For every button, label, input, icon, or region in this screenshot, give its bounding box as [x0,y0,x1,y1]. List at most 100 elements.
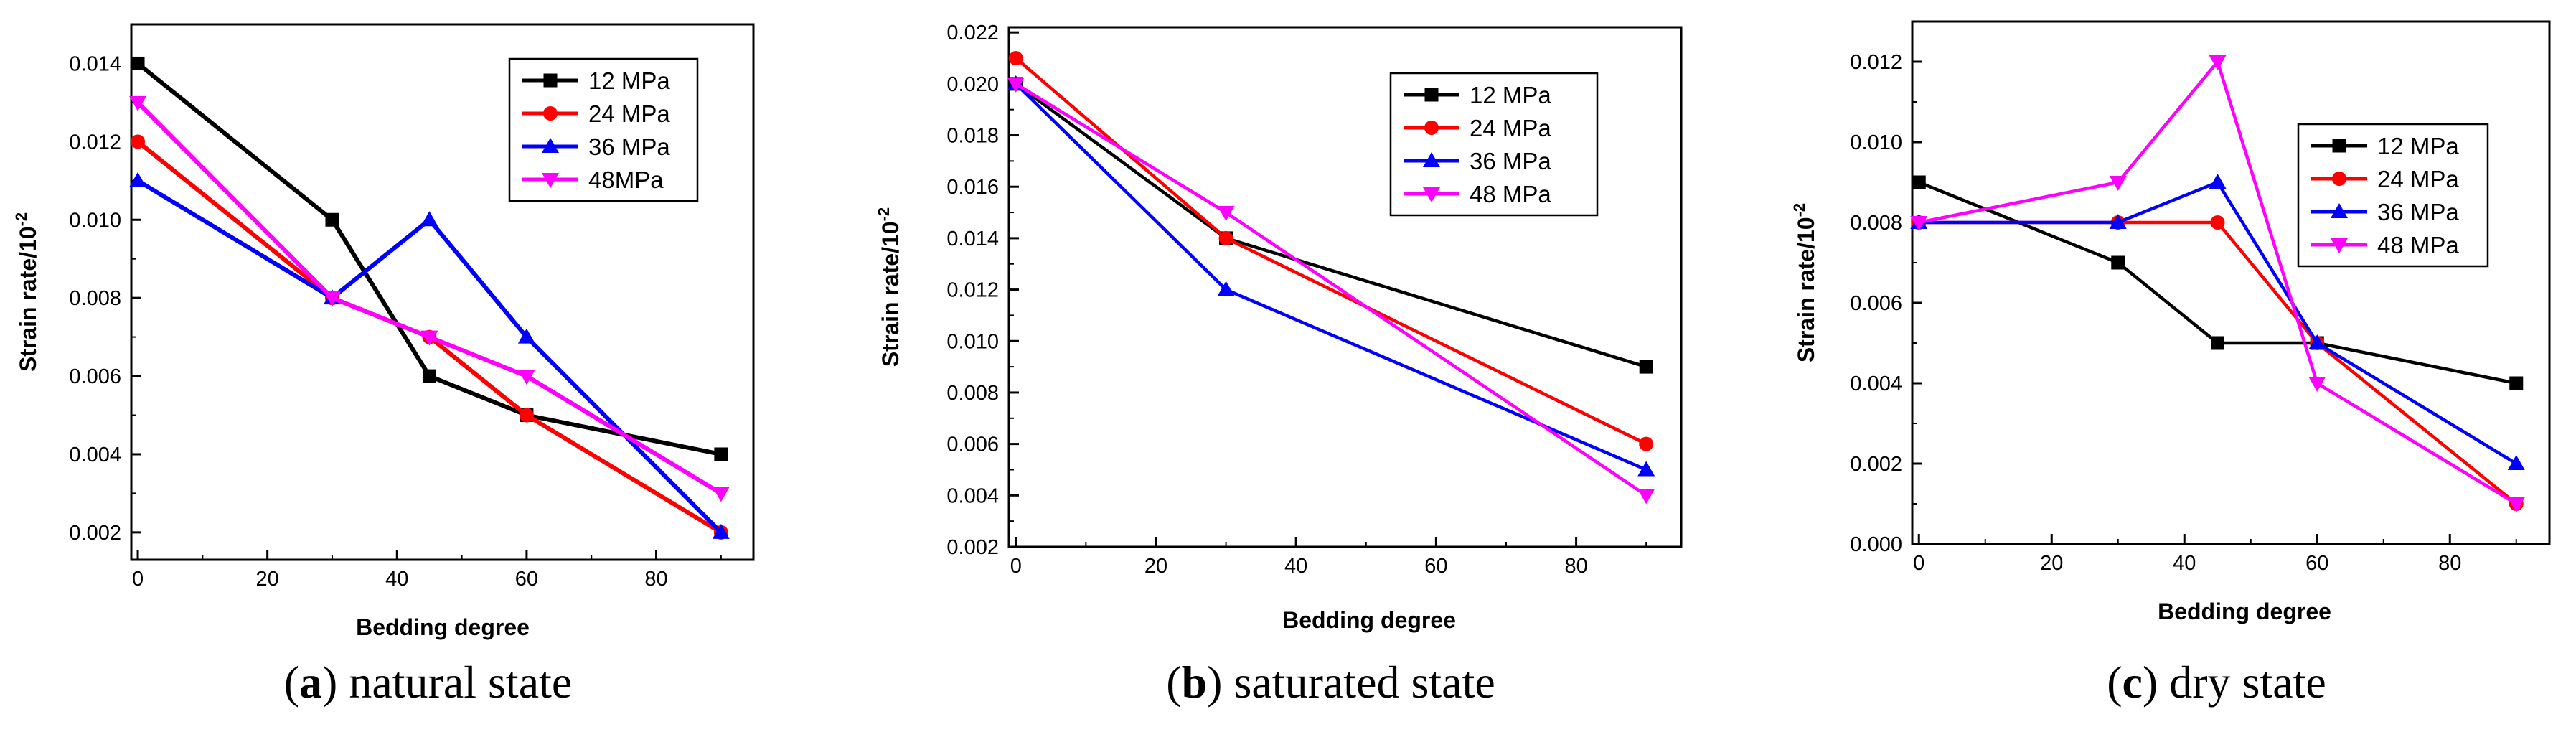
caption: (c) dry state [2107,657,2326,708]
y-tick-label: 0.014 [69,52,121,75]
caption-title: saturated state [1233,657,1495,708]
caption: (b) saturated state [1166,657,1495,708]
data-point [1637,461,1655,477]
y-axis-label-exponent: -2 [12,212,30,227]
data-point [712,487,730,502]
y-tick-label: 0.006 [946,433,999,456]
caption-paren-open: ( [2107,657,2122,708]
legend-marker [1424,121,1439,135]
x-tick-label: 20 [1144,555,1167,578]
legend-label: 24 MPa [2377,166,2459,192]
y-tick-label: 0.008 [1850,212,1902,235]
legend-marker [2332,172,2346,186]
chart-b: 0 20 40 60 80 0.002 0.004 0.006 0.008 0.010 0.012 0… [875,22,1683,708]
legend-marker [2332,139,2346,153]
chart-a: 0 20 40 60 80 0.002 0.004 0.006 0.008 0.010 0.012 0… [12,23,755,708]
y-tick-label: 0.010 [946,330,999,353]
data-point [1639,360,1653,374]
data-point [1008,51,1023,66]
legend-marker [543,106,558,121]
y-tick-label: 0.010 [1850,131,1902,154]
legend-marker [1424,88,1439,102]
caption-title: dry state [2169,657,2326,708]
y-tick-label: 0.012 [946,279,999,302]
data-point [1639,436,1654,451]
legend-label: 12 MPa [2377,133,2459,159]
x-tick-label: 40 [1284,555,1307,578]
data-point [2210,215,2225,230]
data-point [2308,377,2326,392]
y-tick-label: 0.020 [946,73,999,96]
y-axis-label: Strain rate/10-2 [12,212,41,372]
legend-label: 36 MPa [588,133,670,160]
data-point [2209,174,2227,189]
legend-label: 48 MPa [2377,232,2459,258]
x-axis-label: Bedding degree [356,614,530,640]
data-point [1637,489,1655,505]
data-point [129,95,147,111]
y-tick-label: 0.004 [69,444,121,466]
data-point [2211,336,2224,350]
legend-marker [542,138,559,153]
x-tick-label: 40 [385,568,408,591]
legend-label: 12 MPa [1470,82,1551,108]
data-point [517,328,535,344]
caption-paren-open: ( [284,657,299,708]
data-point [714,447,728,461]
data-point [2209,55,2227,70]
y-tick-label: 0.008 [946,382,999,405]
caption-paren-open: ( [1166,657,1181,708]
caption-paren-close: ) [2143,657,2169,708]
legend: 12 MPa 24 MPa 36 MPa 48MPa [508,57,699,202]
legend-marker [542,173,559,188]
data-point [2111,255,2125,270]
legend: 12 MPa 24 MPa 36 MPa 48 MPa [2297,123,2489,268]
legend-label: 36 MPa [2377,199,2459,225]
data-point [519,408,534,423]
data-point [2109,176,2127,191]
data-point [2308,334,2326,349]
y-tick-label: 0.006 [1850,292,1902,315]
legend-box [2297,123,2489,268]
y-axis-label-main: Strain rate/10 [15,226,41,372]
y-tick-label: 0.004 [1850,372,1902,395]
plot-frame [1007,26,1683,548]
y-tick-label: 0.002 [946,536,999,559]
caption-letter: a [299,657,322,708]
y-tick-label: 0.006 [69,365,121,388]
caption-letter: b [1182,657,1208,708]
y-tick-label: 0.014 [946,227,999,250]
plot-frame [130,23,755,561]
data-point [420,211,438,227]
data-point [712,523,730,539]
data-point [1217,206,1235,222]
y-tick-label: 0.000 [1850,533,1902,556]
caption-title: natural state [349,657,572,708]
y-tick-label: 0.018 [946,125,999,148]
x-tick-label: 60 [515,568,538,591]
data-point [325,212,339,227]
data-point [1007,77,1025,93]
y-tick-label: 0.004 [946,484,999,507]
legend-label: 48 MPa [1470,181,1551,207]
y-tick-label: 0.016 [946,176,999,199]
x-axis-label: Bedding degree [1282,607,1456,633]
series-4 [1910,55,2525,512]
x-tick-label: 0 [1913,552,1924,575]
y-tick-label: 0.022 [946,22,999,44]
data-point [1912,175,1926,189]
legend-marker [1423,187,1440,202]
x-tick-label: 60 [1424,555,1447,578]
x-tick-label: 80 [1564,555,1587,578]
data-point [422,369,436,383]
caption-paren-close: ) [322,657,349,708]
data-point [420,330,438,346]
x-tick-label: 80 [644,568,667,591]
y-tick-label: 0.008 [69,287,121,310]
x-tick-label: 0 [1010,555,1022,578]
series-4 [129,95,730,502]
data-point [131,56,145,70]
x-tick-label: 80 [2438,552,2461,575]
plot-frame [1911,20,2551,545]
